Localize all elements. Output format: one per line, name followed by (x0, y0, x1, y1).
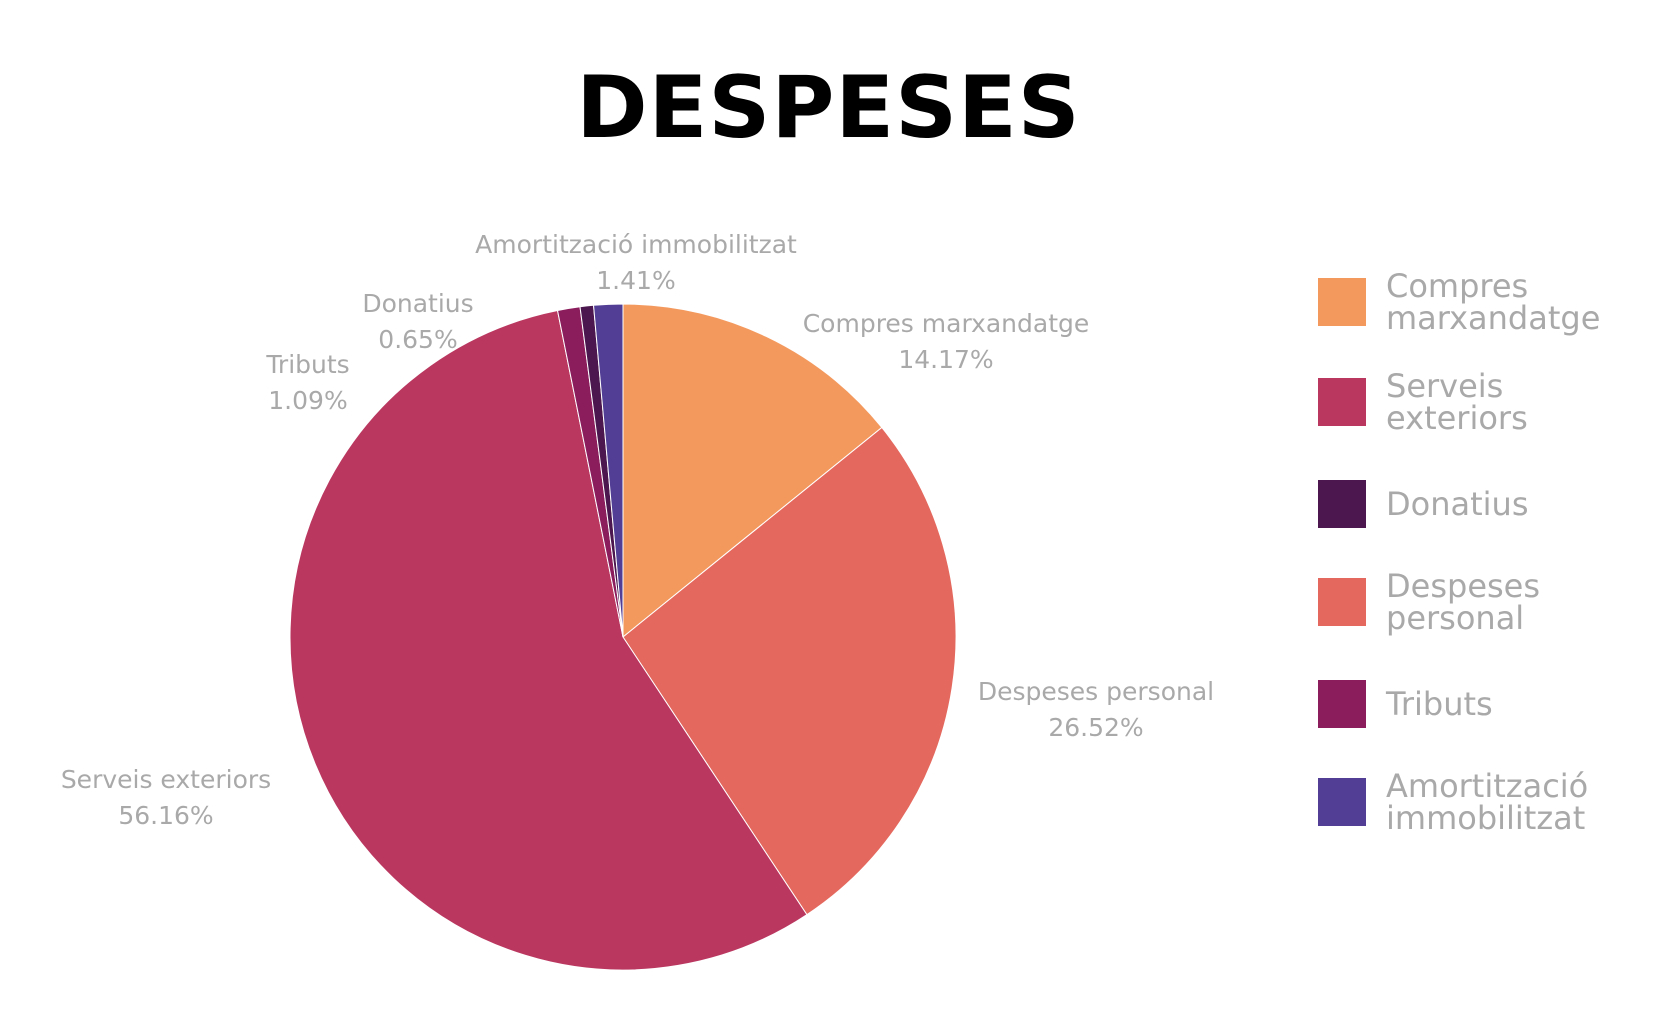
pie-slice-serveis-exteriors (289, 309, 808, 971)
legend-swatch (1318, 680, 1366, 728)
legend-item: Tributs (1318, 680, 1616, 728)
legend-label: Serveis exteriors (1386, 367, 1528, 437)
legend-label: Tributs (1386, 685, 1493, 723)
slice-label: Compres marxandatge 14.17% (803, 306, 1090, 378)
pie-slice-despeses-personal (622, 426, 957, 916)
pie-slice-amortitzaci-immobilitzat (592, 303, 624, 638)
legend-item: Serveis exteriors (1318, 370, 1616, 434)
slice-label-name: Compres marxandatge (802, 309, 1090, 338)
slice-label-name: Donatius (362, 289, 474, 318)
legend-label: Donatius (1386, 485, 1529, 523)
slice-label-value: 14.17% (898, 345, 994, 374)
slice-label-name: Serveis exteriors (60, 765, 272, 794)
legend-item: Amortització immobilitzat (1318, 770, 1616, 834)
slice-label: Donatius 0.65% (362, 286, 473, 358)
slice-label-name: Tributs (266, 350, 350, 379)
slice-label-value: 56.16% (118, 801, 214, 830)
pie-slice-compres-marxandatge (622, 303, 883, 639)
slice-label-value: 1.09% (268, 386, 348, 415)
legend-swatch (1318, 778, 1366, 826)
legend-swatch (1318, 480, 1366, 528)
slice-label-value: 0.65% (378, 325, 458, 354)
slice-label: Serveis exteriors 56.16% (61, 762, 271, 834)
slice-label: Despeses personal 26.52% (978, 674, 1214, 746)
slice-label-value: 1.41% (596, 266, 676, 295)
slice-label-name: Amortització immobilitzat (475, 230, 797, 259)
slice-label: Tributs 1.09% (266, 347, 349, 419)
slice-label-value: 26.52% (1048, 713, 1144, 742)
chart-title: DESPESES (576, 58, 1081, 158)
legend-swatch (1318, 378, 1366, 426)
legend-item: Despeses personal (1318, 570, 1616, 634)
legend-label: Amortització immobilitzat (1386, 767, 1589, 837)
legend-label: Compres marxandatge (1386, 267, 1601, 337)
legend-swatch (1318, 278, 1366, 326)
legend-item: Donatius (1318, 480, 1616, 528)
slice-label: Amortització immobilitzat 1.41% (475, 227, 797, 299)
legend-label: Despeses personal (1386, 567, 1541, 637)
legend-swatch (1318, 578, 1366, 626)
legend-item: Compres marxandatge (1318, 270, 1616, 334)
slice-label-name: Despeses personal (977, 677, 1215, 706)
